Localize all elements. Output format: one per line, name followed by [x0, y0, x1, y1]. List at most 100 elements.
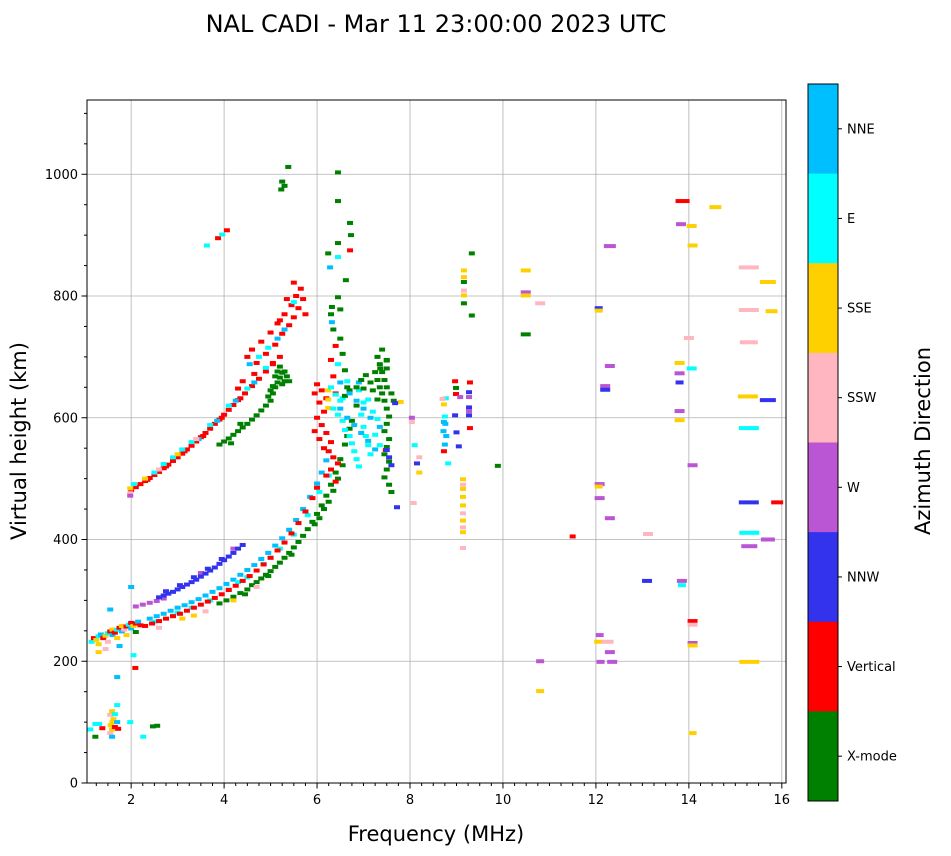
data-point-nne — [351, 423, 358, 428]
data-point-nne — [146, 616, 153, 621]
data-point-x-mode — [344, 385, 351, 390]
data-point-nne — [327, 265, 334, 270]
data-point-x-mode — [244, 587, 251, 592]
data-point-vertical — [288, 303, 295, 308]
data-point-vertical — [295, 521, 302, 526]
data-point-nnw — [453, 430, 460, 435]
data-point-vertical — [244, 354, 251, 359]
data-point-vertical — [235, 386, 242, 391]
data-point-vertical — [453, 392, 460, 397]
data-point-vertical — [163, 464, 170, 469]
data-point-sse — [95, 642, 102, 647]
data-point-sse — [594, 308, 603, 313]
data-point-vertical — [314, 485, 321, 490]
data-point-nne — [441, 442, 448, 447]
x-tick-label: 16 — [774, 793, 791, 808]
data-point-nne — [181, 603, 188, 608]
data-point-nnw — [466, 413, 473, 418]
data-point-sse — [190, 613, 197, 618]
data-point-x-mode — [381, 398, 388, 403]
data-point-sse — [459, 477, 466, 482]
data-point-vertical — [288, 531, 295, 536]
data-point-vertical — [290, 280, 297, 285]
x-tick-label: 2 — [127, 793, 135, 808]
data-point-sse — [127, 486, 134, 491]
data-point-sse — [102, 633, 109, 638]
data-point-x-mode — [223, 598, 230, 603]
data-point-vertical — [318, 388, 325, 393]
data-point-vertical — [242, 391, 249, 396]
y-tick-label: 0 — [70, 777, 78, 792]
data-point-sse — [459, 518, 466, 523]
data-point-sse — [459, 503, 466, 508]
data-point-sse — [594, 484, 603, 489]
data-point-vertical — [111, 724, 118, 729]
data-point-x-mode — [154, 723, 161, 728]
data-point-e — [244, 386, 251, 391]
data-point-x-mode — [332, 470, 339, 475]
data-point-vertical — [321, 409, 328, 414]
data-point-sse — [520, 293, 531, 298]
data-point-e — [374, 416, 381, 421]
data-point-nne — [167, 608, 174, 613]
data-point-vertical — [253, 360, 260, 365]
data-point-vertical — [771, 500, 784, 505]
data-point-x-mode — [383, 358, 390, 363]
data-point-sse — [460, 275, 467, 280]
data-point-vertical — [272, 342, 279, 347]
data-point-x-mode — [468, 251, 475, 256]
data-point-vertical — [179, 451, 186, 456]
x-tick-label: 4 — [220, 793, 228, 808]
data-point-nnw — [174, 587, 181, 592]
data-point-nne — [237, 572, 244, 577]
data-point-nnw — [594, 306, 603, 311]
data-point-nne — [97, 632, 104, 637]
data-point-vertical — [132, 665, 139, 670]
data-point-nne — [246, 362, 253, 367]
data-point-nne — [230, 577, 237, 582]
data-point-sse — [109, 720, 116, 725]
data-point-x-mode — [383, 406, 390, 411]
data-points — [87, 164, 784, 739]
data-point-x-mode — [248, 583, 255, 588]
data-point-vertical — [215, 236, 222, 241]
data-point-vertical — [347, 248, 354, 253]
data-point-x-mode — [381, 475, 388, 480]
data-point-vertical — [197, 602, 204, 607]
data-point-nnw — [230, 550, 237, 555]
colorbar-tick-label: Vertical — [847, 660, 896, 675]
colorbar-block-sse — [808, 263, 838, 354]
data-point-sse — [737, 394, 758, 399]
data-point-w — [153, 598, 160, 603]
data-point-nne — [107, 607, 114, 612]
data-point-vertical — [237, 396, 244, 401]
data-point-x-mode — [228, 441, 235, 446]
data-point-ssw — [535, 301, 546, 306]
data-point-x-mode — [281, 183, 288, 188]
data-point-x-mode — [325, 499, 332, 504]
data-point-x-mode — [276, 560, 283, 565]
data-point-w — [520, 290, 531, 295]
data-point-e — [411, 443, 418, 448]
data-point-e — [151, 470, 158, 475]
data-point-vertical — [218, 592, 225, 597]
data-point-nnw — [388, 463, 395, 468]
data-point-x-mode — [383, 421, 390, 426]
data-point-ssw — [683, 336, 694, 341]
data-point-vertical — [156, 619, 163, 624]
data-point-x-mode — [337, 457, 344, 462]
data-point-x-mode — [381, 452, 388, 457]
data-point-e — [351, 449, 358, 454]
data-point-nnw — [759, 398, 776, 403]
data-point-e — [127, 720, 134, 725]
data-point-sse — [123, 633, 130, 638]
data-point-vertical — [225, 588, 232, 593]
data-point-nnw — [188, 580, 195, 585]
data-point-x-mode — [237, 421, 244, 426]
data-point-ssw — [439, 396, 446, 401]
data-point-vertical — [293, 294, 300, 299]
data-point-nnw — [386, 455, 393, 460]
data-point-vertical — [232, 583, 239, 588]
data-point-sse — [230, 598, 237, 603]
